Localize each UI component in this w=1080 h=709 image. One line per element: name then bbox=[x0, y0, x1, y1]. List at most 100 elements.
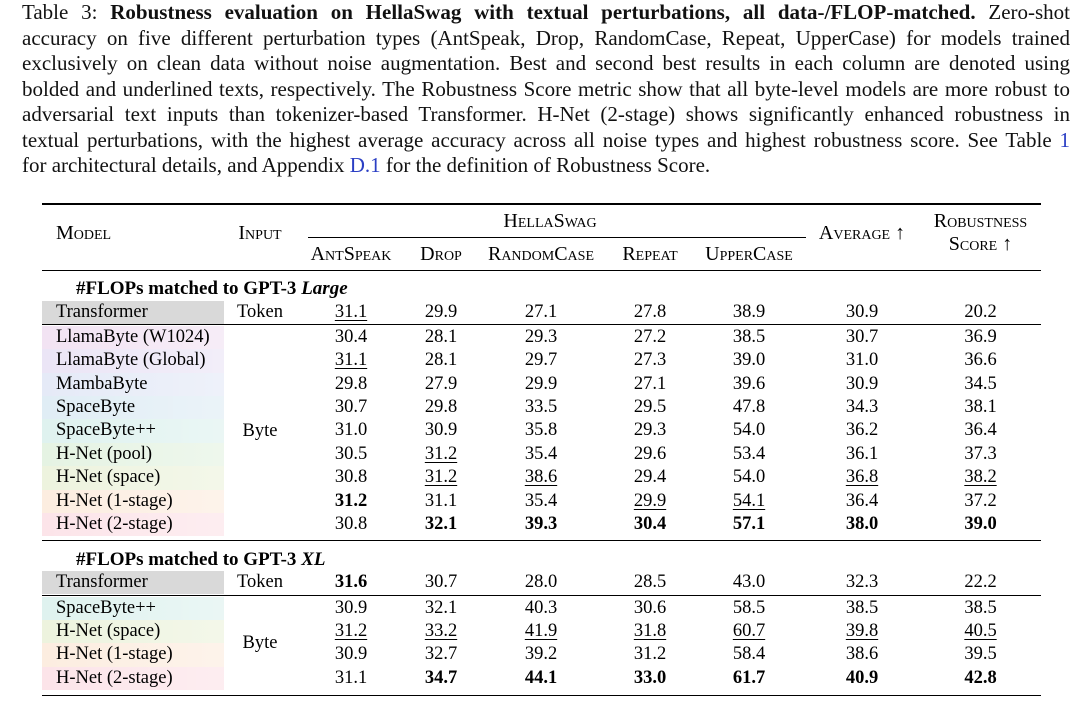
value-repeat: 29.4 bbox=[633, 467, 667, 488]
value-robustness-score: 38.1 bbox=[964, 396, 997, 417]
value-average: 40.9 bbox=[845, 667, 879, 688]
value-drop: 32.1 bbox=[424, 513, 458, 534]
section-title-large: #FLOPs matched to GPT-3 Large bbox=[76, 277, 348, 300]
header-robustness: Robustness bbox=[933, 210, 1028, 232]
hellaswag-cmidrule bbox=[308, 237, 806, 238]
value-repeat: 29.6 bbox=[633, 443, 667, 464]
value-uppercase: 57.1 bbox=[732, 513, 766, 534]
value-antspeak: 30.9 bbox=[334, 644, 368, 665]
caption-line-1-tail: Zero-shot bbox=[988, 0, 1071, 24]
model-name: H-Net (1-stage) bbox=[42, 489, 224, 513]
model-name: LlamaByte (Global) bbox=[42, 349, 224, 373]
caption-line-7-post: for the definition of Robustness Score. bbox=[385, 153, 711, 177]
token-rule-xl bbox=[42, 594, 1041, 596]
header-robustness-score: Score ↑ bbox=[948, 233, 1013, 255]
table-row: H-Net (pool) 30.5 31.2 35.4 29.6 53.4 36.1 37.3 bbox=[42, 442, 1041, 467]
table-row: H-Net (1-stage) 30.9 32.7 39.2 31.2 58.4 38.6 3… bbox=[42, 643, 1041, 667]
value-uppercase: 38.9 bbox=[732, 301, 766, 322]
table-row: H-Net (2-stage) 31.1 34.7 44.1 33.0 61.7 40.9 4… bbox=[42, 666, 1041, 691]
value-antspeak: 30.7 bbox=[334, 396, 368, 417]
model-name: Transformer bbox=[42, 571, 224, 595]
table-caption: Table 3: Robustness evaluation on HellaS… bbox=[22, 0, 1070, 179]
value-drop: 30.9 bbox=[424, 420, 458, 441]
input-byte-label: Byte bbox=[242, 420, 278, 441]
input-byte-label: Byte bbox=[242, 632, 278, 653]
top-rule bbox=[42, 203, 1041, 205]
table-row: H-Net (space) 31.2 33.2 41.9 31.8 60.7 39.8 40.… bbox=[42, 619, 1041, 644]
value-robustness-score: 36.9 bbox=[964, 326, 997, 347]
model-name: H-Net (2-stage) bbox=[42, 666, 224, 691]
value-randomcase: 39.2 bbox=[524, 644, 558, 665]
value-antspeak: 31.1 bbox=[334, 350, 368, 371]
header-antspeak: AntSpeak bbox=[310, 243, 392, 265]
section-title-emph: XL bbox=[301, 549, 326, 570]
value-uppercase: 39.0 bbox=[732, 350, 766, 371]
header-midrule bbox=[42, 270, 1041, 272]
caption-line-4: bolded and underlined texts, respectivel… bbox=[22, 76, 1070, 101]
robustness-table: Model Input HellaSwag AntSpeak Drop Rand… bbox=[42, 0, 1041, 700]
value-robustness-score: 37.2 bbox=[964, 490, 997, 511]
value-uppercase: 58.5 bbox=[732, 597, 766, 618]
value-robustness-score: 40.5 bbox=[964, 620, 997, 641]
value-antspeak: 30.8 bbox=[334, 513, 368, 534]
token-block-xl: Transformer Token 31.6 30.7 28.0 28.5 43.0 32.3… bbox=[42, 571, 1041, 595]
value-drop: 31.2 bbox=[424, 467, 458, 488]
value-repeat: 27.1 bbox=[633, 373, 667, 394]
value-uppercase: 53.4 bbox=[732, 443, 766, 464]
caption-line-7-pre: for architectural details, and Appendix bbox=[22, 153, 345, 177]
appendix-d1-link[interactable]: D.1 bbox=[349, 153, 381, 177]
value-randomcase: 38.6 bbox=[524, 467, 558, 488]
value-uppercase: 47.8 bbox=[732, 396, 766, 417]
value-randomcase: 41.9 bbox=[524, 620, 558, 641]
value-drop: 27.9 bbox=[424, 373, 458, 394]
value-antspeak: 31.0 bbox=[334, 420, 368, 441]
caption-line-5: adversarial text inputs than tokenizer-b… bbox=[22, 102, 1070, 126]
header-randomcase: RandomCase bbox=[487, 243, 595, 265]
caption-line-2: accuracy on five different perturbation … bbox=[22, 25, 1070, 50]
token-rule-large bbox=[42, 324, 1041, 326]
value-repeat: 27.3 bbox=[633, 350, 667, 371]
value-randomcase: 35.4 bbox=[524, 443, 558, 464]
value-antspeak: 29.8 bbox=[334, 373, 368, 394]
model-name: SpaceByte++ bbox=[42, 596, 224, 620]
model-name: SpaceByte bbox=[42, 395, 224, 420]
value-randomcase: 44.1 bbox=[524, 667, 558, 688]
value-drop: 32.7 bbox=[424, 644, 458, 665]
value-average: 36.2 bbox=[845, 420, 879, 441]
table-row: SpaceByte 30.7 29.8 33.5 29.5 47.8 34.3 38.1 bbox=[42, 395, 1041, 420]
value-randomcase: 39.3 bbox=[524, 513, 558, 534]
model-name: H-Net (space) bbox=[42, 619, 224, 644]
section-midrule bbox=[42, 539, 1041, 541]
value-robustness-score: 37.3 bbox=[964, 443, 997, 464]
value-uppercase: 54.0 bbox=[732, 420, 766, 441]
model-name: SpaceByte++ bbox=[42, 419, 224, 443]
value-randomcase: 33.5 bbox=[524, 396, 558, 417]
value-uppercase: 39.6 bbox=[732, 373, 766, 394]
table-row: MambaByte 29.8 27.9 29.9 27.1 39.6 30.9 34.5 bbox=[42, 372, 1041, 396]
table-row: SpaceByte++ 31.0 30.9 35.8 29.3 54.0 36.2 36.4 bbox=[42, 419, 1041, 443]
value-drop: 28.1 bbox=[424, 350, 458, 371]
value-drop: 28.1 bbox=[424, 326, 458, 347]
value-uppercase: 61.7 bbox=[732, 667, 766, 688]
value-randomcase: 29.9 bbox=[524, 373, 558, 394]
value-robustness-score: 42.8 bbox=[964, 667, 997, 688]
bottom-rule bbox=[42, 694, 1041, 697]
value-drop: 32.1 bbox=[424, 597, 458, 618]
value-robustness-score: 36.6 bbox=[964, 350, 997, 371]
value-repeat: 31.8 bbox=[633, 620, 667, 641]
value-randomcase: 29.7 bbox=[524, 350, 558, 371]
value-robustness-score: 22.2 bbox=[964, 572, 997, 592]
caption-line-6: textual perturbations, with the highest … bbox=[22, 128, 1070, 154]
value-antspeak: 31.1 bbox=[334, 301, 368, 322]
value-drop: 31.1 bbox=[424, 490, 458, 511]
value-average: 32.3 bbox=[845, 572, 879, 592]
header-drop: Drop bbox=[420, 243, 462, 265]
table-row: H-Net (2-stage) 30.8 32.1 39.3 30.4 57.1 38.0 3… bbox=[42, 512, 1041, 537]
header-input: Input bbox=[238, 222, 282, 244]
value-repeat: 33.0 bbox=[633, 667, 667, 688]
section-title-emph: Large bbox=[301, 278, 348, 299]
value-antspeak: 30.5 bbox=[334, 443, 368, 464]
byte-block-xl: Byte SpaceByte++ 30.9 32.1 40.3 30.6 58.5 38.5… bbox=[42, 596, 1041, 691]
table-row: H-Net (1-stage) 31.2 31.1 35.4 29.9 54.1 36.4 3… bbox=[42, 489, 1041, 513]
table-1-link[interactable]: 1 bbox=[1059, 127, 1071, 152]
